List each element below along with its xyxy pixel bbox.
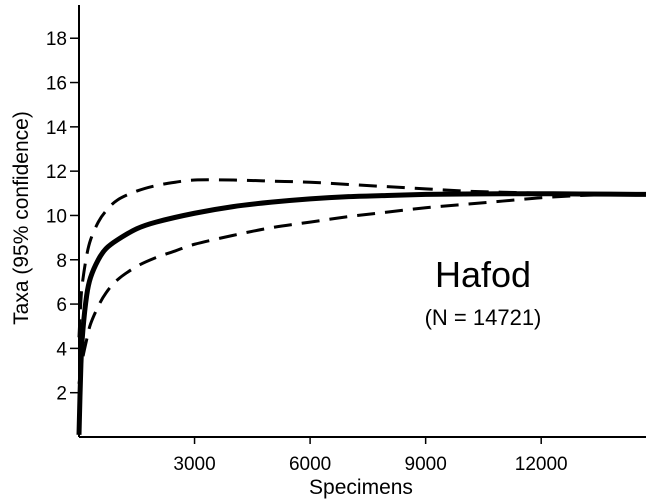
y-tick-label: 12 — [46, 162, 67, 183]
annotation-sample-size: (N = 14721) — [425, 305, 542, 330]
x-tick-label: 9000 — [405, 454, 447, 475]
lower-confidence-line — [77, 192, 619, 385]
x-axis-title: Specimens — [309, 476, 413, 499]
ticks: 2 4 6 8 10 12 14 16 18 3000 6000 9000 12000 — [46, 29, 568, 475]
y-tick-label: 2 — [56, 384, 67, 405]
y-tick-label: 14 — [46, 118, 68, 139]
y-tick-label: 6 — [56, 295, 67, 316]
rarefaction-curve-line — [76, 191, 647, 435]
y-tick-label: 18 — [46, 29, 67, 50]
y-tick-label: 4 — [56, 339, 67, 360]
upper-confidence-line — [77, 178, 619, 338]
y-axis-title: Taxa (95% confidence) — [10, 111, 33, 325]
x-tick-label: 3000 — [173, 454, 215, 475]
x-tick-label: 6000 — [289, 454, 331, 475]
y-tick-label: 8 — [56, 251, 67, 272]
y-tick-label: 16 — [46, 74, 67, 95]
series-layer — [76, 178, 647, 435]
x-tick-label: 12000 — [515, 454, 568, 475]
y-tick-label: 10 — [46, 206, 67, 227]
annotation-site-name: Hafod — [435, 254, 531, 295]
